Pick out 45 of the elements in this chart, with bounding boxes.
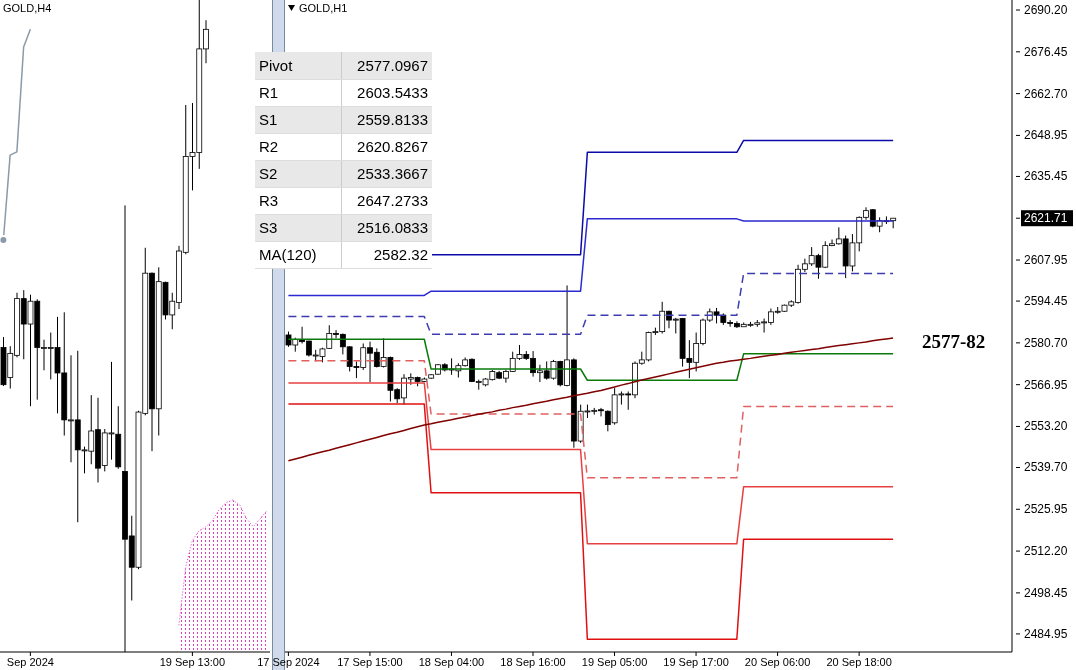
y-tick-label: 2662.70: [1024, 86, 1068, 101]
annotation: MA(120): [255, 241, 342, 268]
y-tick-label: 2539.70: [1024, 460, 1068, 475]
chart-title: GOLD,H4: [3, 2, 52, 14]
annotation: R1: [255, 79, 342, 106]
annotation: 2582.32: [341, 241, 432, 268]
annotation: 2647.2733: [341, 187, 432, 214]
y-tick-label: 2484.95: [1024, 626, 1068, 641]
y-tick-label: 2525.95: [1024, 502, 1068, 517]
x-tick-label: 17 Sep 2024: [257, 656, 320, 668]
annotation: R2: [255, 133, 342, 160]
x-tick-label: 19 Sep 17:00: [663, 656, 729, 668]
annotation: 2559.8133: [341, 106, 432, 133]
annotation: 2577.0967: [341, 52, 432, 79]
annotation: 2577-82: [922, 331, 986, 353]
y-tick-label: 2512.20: [1024, 544, 1068, 559]
x-tick-label: 19 Sep 05:00: [581, 656, 648, 668]
annotation: R3: [255, 187, 342, 214]
x-tick-label: 17 Sep 15:00: [337, 656, 403, 668]
y-tick-label: 2607.95: [1024, 253, 1068, 268]
x-tick-label: 19 Sep 13:00: [159, 656, 226, 668]
annotation: S3: [255, 214, 342, 241]
annotation: S1: [255, 106, 342, 133]
annotation: 2516.0833: [341, 214, 432, 241]
x-tick-label: Sep 2024: [6, 656, 54, 668]
annotation: S2: [255, 160, 342, 187]
y-tick-label: 2580.70: [1024, 335, 1068, 350]
chart-title: GOLD,H1: [299, 2, 348, 14]
y-tick-label: 2676.45: [1024, 44, 1068, 59]
annotation: 2533.3667: [341, 160, 432, 187]
y-tick-label: 2690.20: [1024, 3, 1068, 18]
x-tick-label: 20 Sep 18:00: [826, 656, 892, 668]
annotation: Pivot: [255, 52, 342, 79]
annotation: 2603.5433: [341, 79, 432, 106]
y-tick-label: 2594.45: [1024, 294, 1068, 309]
y-tick-label: 2566.95: [1024, 377, 1068, 392]
y-tick-label: 2621.71: [1024, 211, 1068, 226]
x-tick-label: 18 Sep 04:00: [418, 656, 485, 668]
y-tick-label: 2553.20: [1024, 419, 1068, 434]
y-tick-label: 2635.45: [1024, 169, 1068, 184]
x-tick-label: 20 Sep 06:00: [744, 656, 811, 668]
x-tick-label: 18 Sep 16:00: [500, 656, 566, 668]
y-tick-label: 2648.95: [1024, 128, 1068, 143]
y-tick-label: 2498.45: [1024, 585, 1068, 600]
annotation: 2620.8267: [341, 133, 432, 160]
